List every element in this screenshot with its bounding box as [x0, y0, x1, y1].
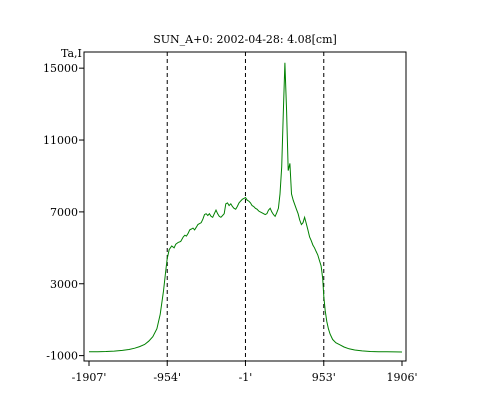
y-tick-label-0: -1000 [46, 350, 78, 363]
x-tick-label-2: -1' [239, 371, 253, 384]
x-tick-label-4: 1906' [386, 371, 417, 384]
chart-title: SUN_A+0: 2002-04-28: 4.08[cm] [153, 33, 337, 46]
y-tick-label-4: 15000 [43, 62, 78, 75]
y-axis-ticks: -1000 3000 7000 11000 15000 [43, 62, 84, 363]
x-tick-label-3: 953' [312, 371, 336, 384]
y-tick-label-1: 3000 [50, 278, 78, 291]
x-tick-label-0: -1907' [72, 371, 107, 384]
y-tick-label-2: 7000 [50, 206, 78, 219]
y-axis-label: Ta,I [61, 47, 82, 60]
x-tick-label-1: -954' [153, 371, 181, 384]
x-axis-ticks: -1907' -954' -1' 953' 1906' [72, 361, 418, 384]
series-layer [88, 62, 403, 353]
y-tick-label-3: 11000 [43, 134, 78, 147]
reference-lines [166, 52, 325, 361]
series-line-0 [88, 62, 403, 353]
